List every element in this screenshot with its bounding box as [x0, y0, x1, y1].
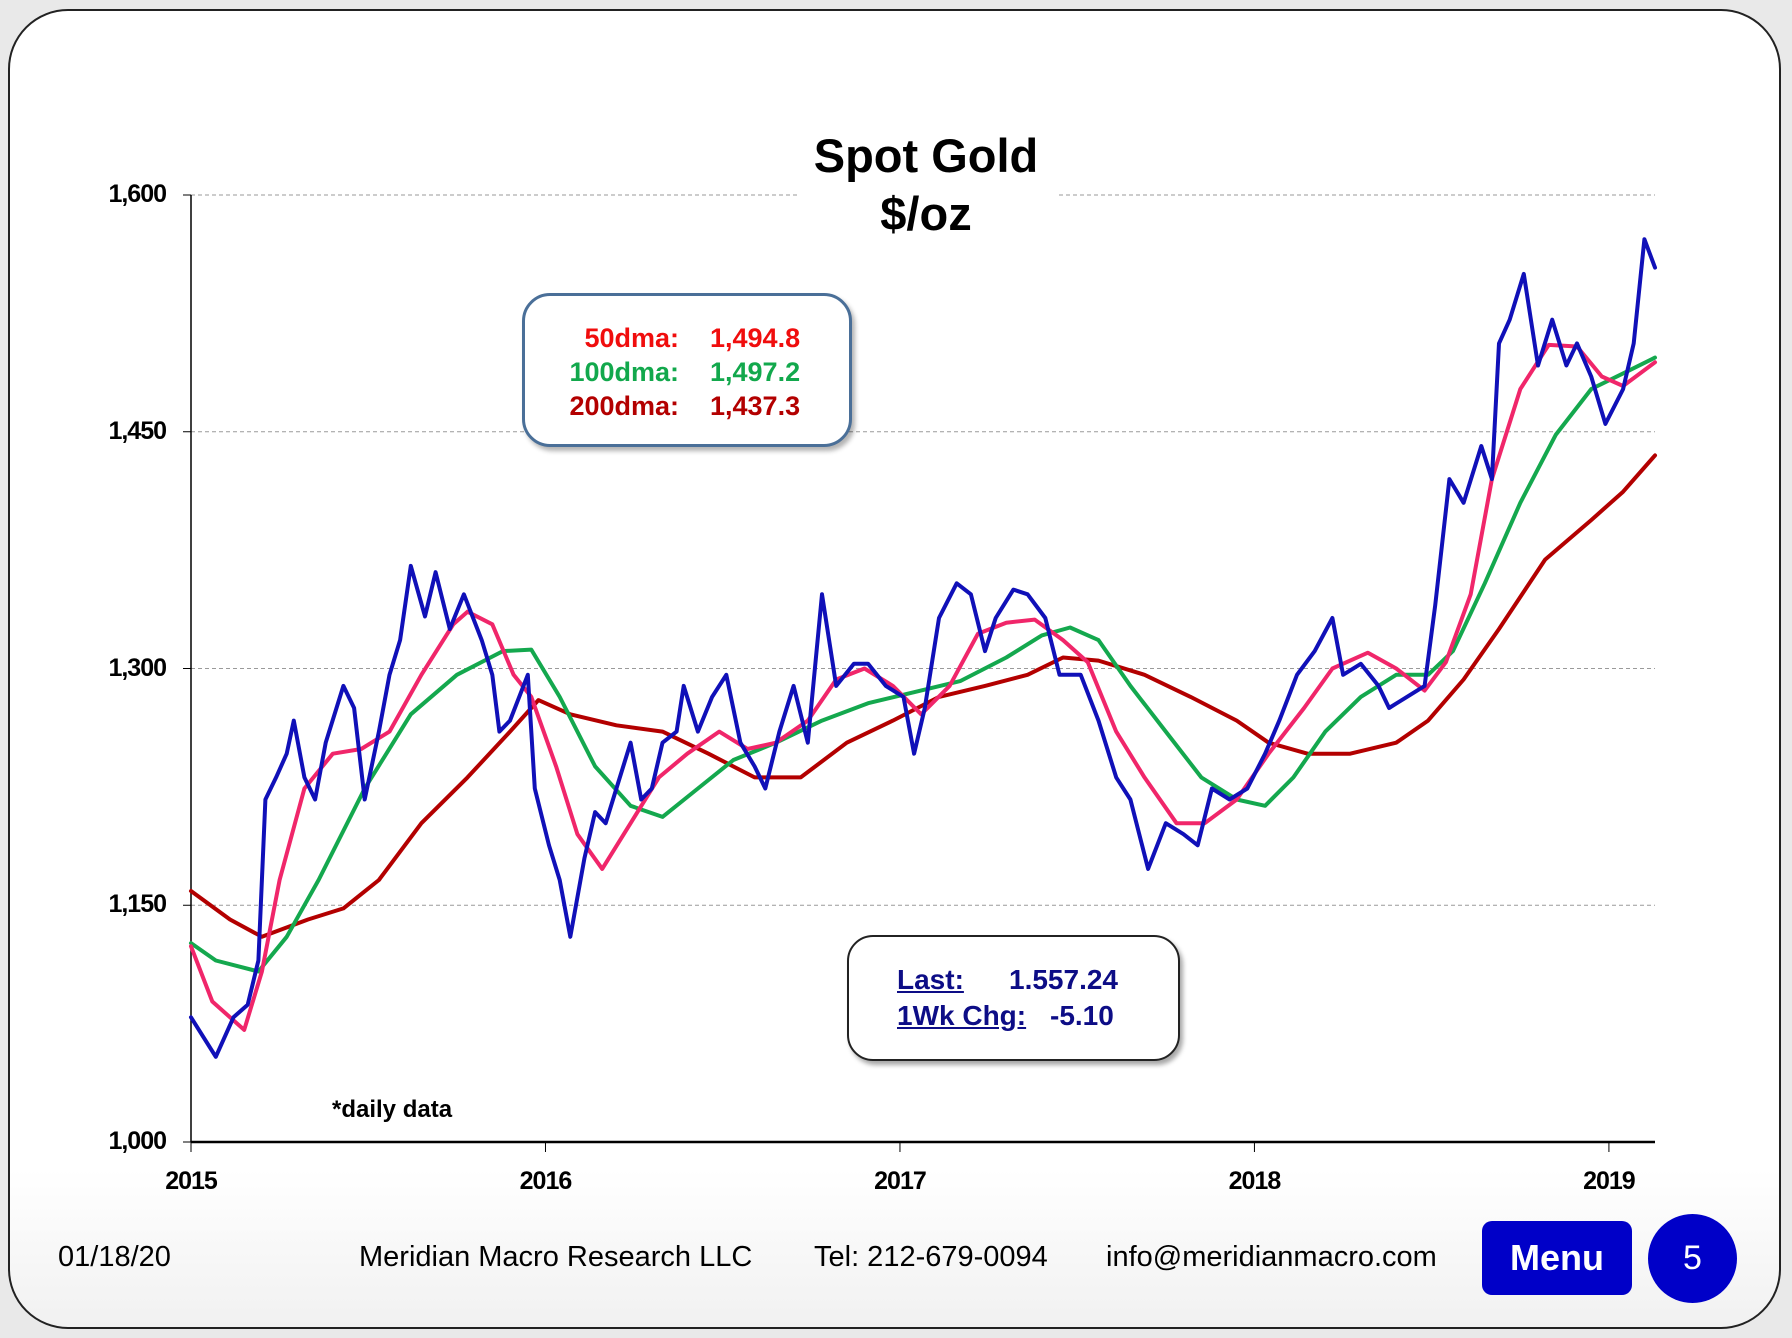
series-line-50dma: [189, 342, 1657, 1032]
y-tick-label: 1,450: [108, 416, 167, 445]
x-tick-label: 2016: [519, 1167, 573, 1195]
ma-value: 1,437.3: [710, 391, 801, 421]
title-mask: [800, 180, 1057, 210]
week-change-value: -5.10: [1050, 1000, 1114, 1031]
series-line-100dma: [189, 355, 1657, 974]
ma-label: 100dma:: [569, 357, 679, 387]
chart-subtitle: $/oz: [880, 187, 972, 240]
x-tick-label: 2015: [165, 1167, 218, 1195]
ma-value: 1,497.2: [710, 357, 801, 387]
daily-data-note: *daily data: [332, 1096, 453, 1123]
y-tick-label: 1,000: [108, 1127, 167, 1155]
ma-label: 50dma:: [584, 323, 679, 353]
y-tick-label: 1,300: [108, 653, 167, 682]
footer-date: 01/18/20: [58, 1241, 171, 1273]
y-tick-label: 1,150: [108, 890, 167, 919]
footer-company: Meridian Macro Research LLC: [359, 1241, 753, 1273]
ma-value: 1,494.8: [710, 323, 801, 353]
footer-email[interactable]: info@meridianmacro.com: [1106, 1241, 1437, 1273]
last-value: 1.557.24: [1009, 964, 1118, 995]
footer-tel: Tel: 212-679-0094: [814, 1241, 1048, 1273]
series-line-spot-gold: [189, 237, 1657, 1059]
last-label: Last:: [897, 964, 964, 995]
ma-label: 200dma:: [569, 391, 679, 421]
last-price-box: Last: 1.557.24 1Wk Chg: -5.10: [847, 935, 1180, 1061]
menu-button[interactable]: Menu: [1482, 1221, 1632, 1295]
x-tick-label: 2017: [874, 1167, 927, 1195]
y-tick-label: 1,600: [108, 180, 167, 208]
week-change-label: 1Wk Chg:: [897, 1000, 1027, 1031]
chart-title: Spot Gold: [813, 129, 1039, 182]
moving-average-box: 50dma: 1,494.8 100dma: 1,497.2 200dma: 1…: [522, 293, 852, 447]
x-tick-label: 2019: [1583, 1167, 1636, 1195]
page-number-badge: 5: [1648, 1214, 1737, 1303]
x-tick-label: 2018: [1228, 1167, 1282, 1195]
